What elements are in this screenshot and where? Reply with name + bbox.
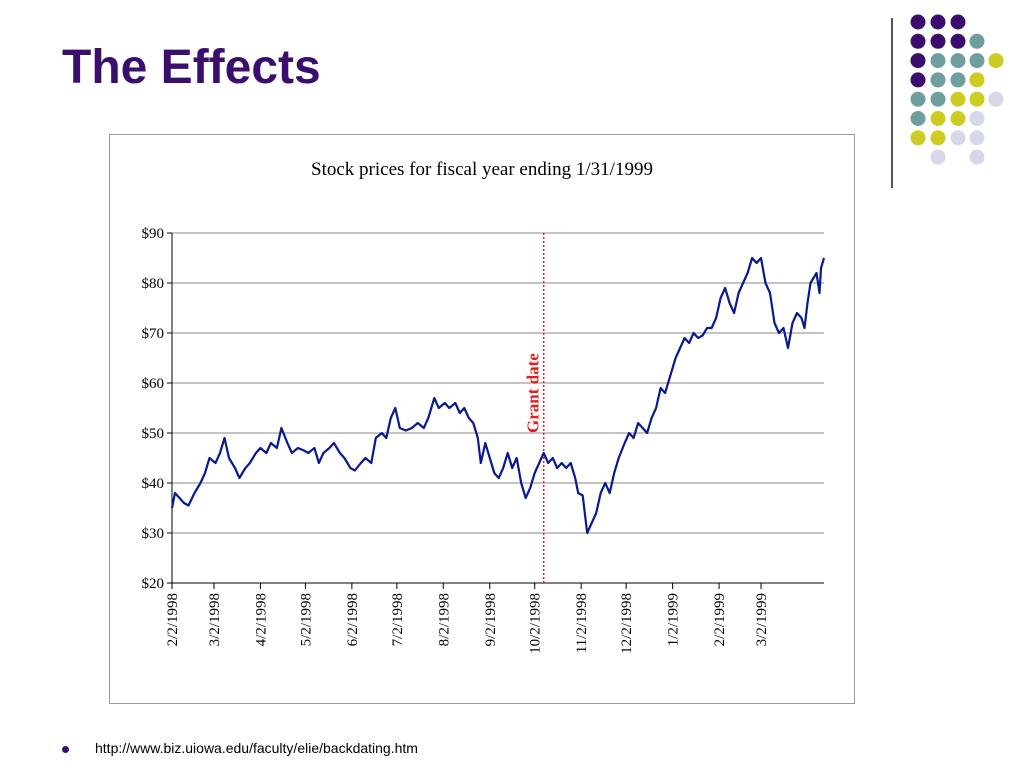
- teal-dot: [969, 33, 985, 49]
- x-tick-label: 3/2/1998: [207, 593, 223, 646]
- yellow-dot: [930, 130, 946, 146]
- teal-dot: [930, 91, 946, 107]
- yellow-dot: [969, 91, 985, 107]
- y-tick-label: $70: [142, 326, 165, 342]
- y-tick-label: $80: [142, 276, 165, 292]
- purple-dot: [950, 14, 966, 30]
- decorative-dot-grid: [910, 14, 1004, 165]
- chart-frame: Stock prices for fiscal year ending 1/31…: [109, 134, 855, 704]
- yellow-dot: [910, 130, 926, 146]
- bullet-dot-icon: [62, 746, 69, 753]
- y-tick-labels: $20 $30 $40 $50 $60 $70 $80 $90: [142, 226, 165, 592]
- y-tick-label: $20: [142, 576, 165, 592]
- slide-title: The Effects: [62, 41, 321, 94]
- x-tick-label: 10/2/1998: [528, 593, 544, 654]
- x-tick-label: 5/2/1998: [298, 593, 314, 646]
- yellow-dot: [988, 53, 1004, 69]
- yellow-dot: [950, 111, 966, 126]
- teal-dot: [910, 91, 926, 107]
- teal-dot: [930, 53, 946, 69]
- x-tick-label: 11/2/1998: [574, 593, 590, 653]
- x-tick-label: 2/2/1999: [712, 593, 728, 646]
- series-layer: [170, 256, 826, 535]
- x-tick-label: 9/2/1998: [483, 593, 499, 646]
- lavender-dot: [930, 149, 946, 165]
- teal-dot: [969, 53, 985, 69]
- gridlines: [167, 232, 824, 584]
- grant-date-label: Grant date: [524, 353, 543, 433]
- x-tick-label: 6/2/1998: [345, 593, 361, 646]
- x-tick-label: 4/2/1998: [253, 593, 269, 646]
- x-tick-label: 7/2/1998: [390, 593, 406, 646]
- yellow-dot: [969, 72, 985, 88]
- y-tick-label: $50: [142, 426, 165, 442]
- teal-dot: [950, 72, 966, 88]
- source-link[interactable]: http://www.biz.uiowa.edu/faculty/elie/ba…: [95, 740, 418, 756]
- x-tick-label: 8/2/1998: [436, 593, 452, 646]
- lavender-dot: [988, 91, 1004, 107]
- chart-title: Stock prices for fiscal year ending 1/31…: [311, 159, 653, 180]
- price-line-series-0: [170, 256, 826, 535]
- purple-dot: [930, 33, 946, 49]
- stock-price-chart: Stock prices for fiscal year ending 1/31…: [142, 159, 826, 654]
- lavender-dot: [969, 130, 985, 146]
- purple-dot: [910, 33, 926, 49]
- yellow-dot: [930, 111, 946, 126]
- lavender-dot: [969, 149, 985, 165]
- x-tick-label: 2/2/1998: [165, 593, 181, 646]
- purple-dot: [910, 14, 926, 30]
- teal-dot: [910, 111, 926, 126]
- purple-dot: [930, 14, 946, 30]
- lavender-dot: [950, 130, 966, 146]
- y-tick-label: $60: [142, 376, 165, 392]
- x-tick-label: 12/2/1998: [619, 593, 635, 654]
- divider-line: [891, 18, 893, 188]
- y-tick-label: $90: [142, 226, 165, 242]
- x-tick-labels: 2/2/1998 3/2/1998 4/2/1998 5/2/1998 6/2/1998…: [165, 583, 770, 654]
- purple-dot: [910, 53, 926, 69]
- x-tick-label: 3/2/1999: [754, 593, 770, 646]
- teal-dot: [930, 72, 946, 88]
- x-tick-label: 1/2/1999: [666, 593, 682, 646]
- teal-dot: [950, 53, 966, 69]
- yellow-dot: [950, 91, 966, 107]
- purple-dot: [950, 33, 966, 49]
- lavender-dot: [969, 111, 985, 126]
- purple-dot: [910, 72, 926, 88]
- y-tick-label: $40: [142, 476, 165, 492]
- grant-date-annotation: Grant date: [524, 233, 545, 583]
- y-tick-label: $30: [142, 526, 165, 542]
